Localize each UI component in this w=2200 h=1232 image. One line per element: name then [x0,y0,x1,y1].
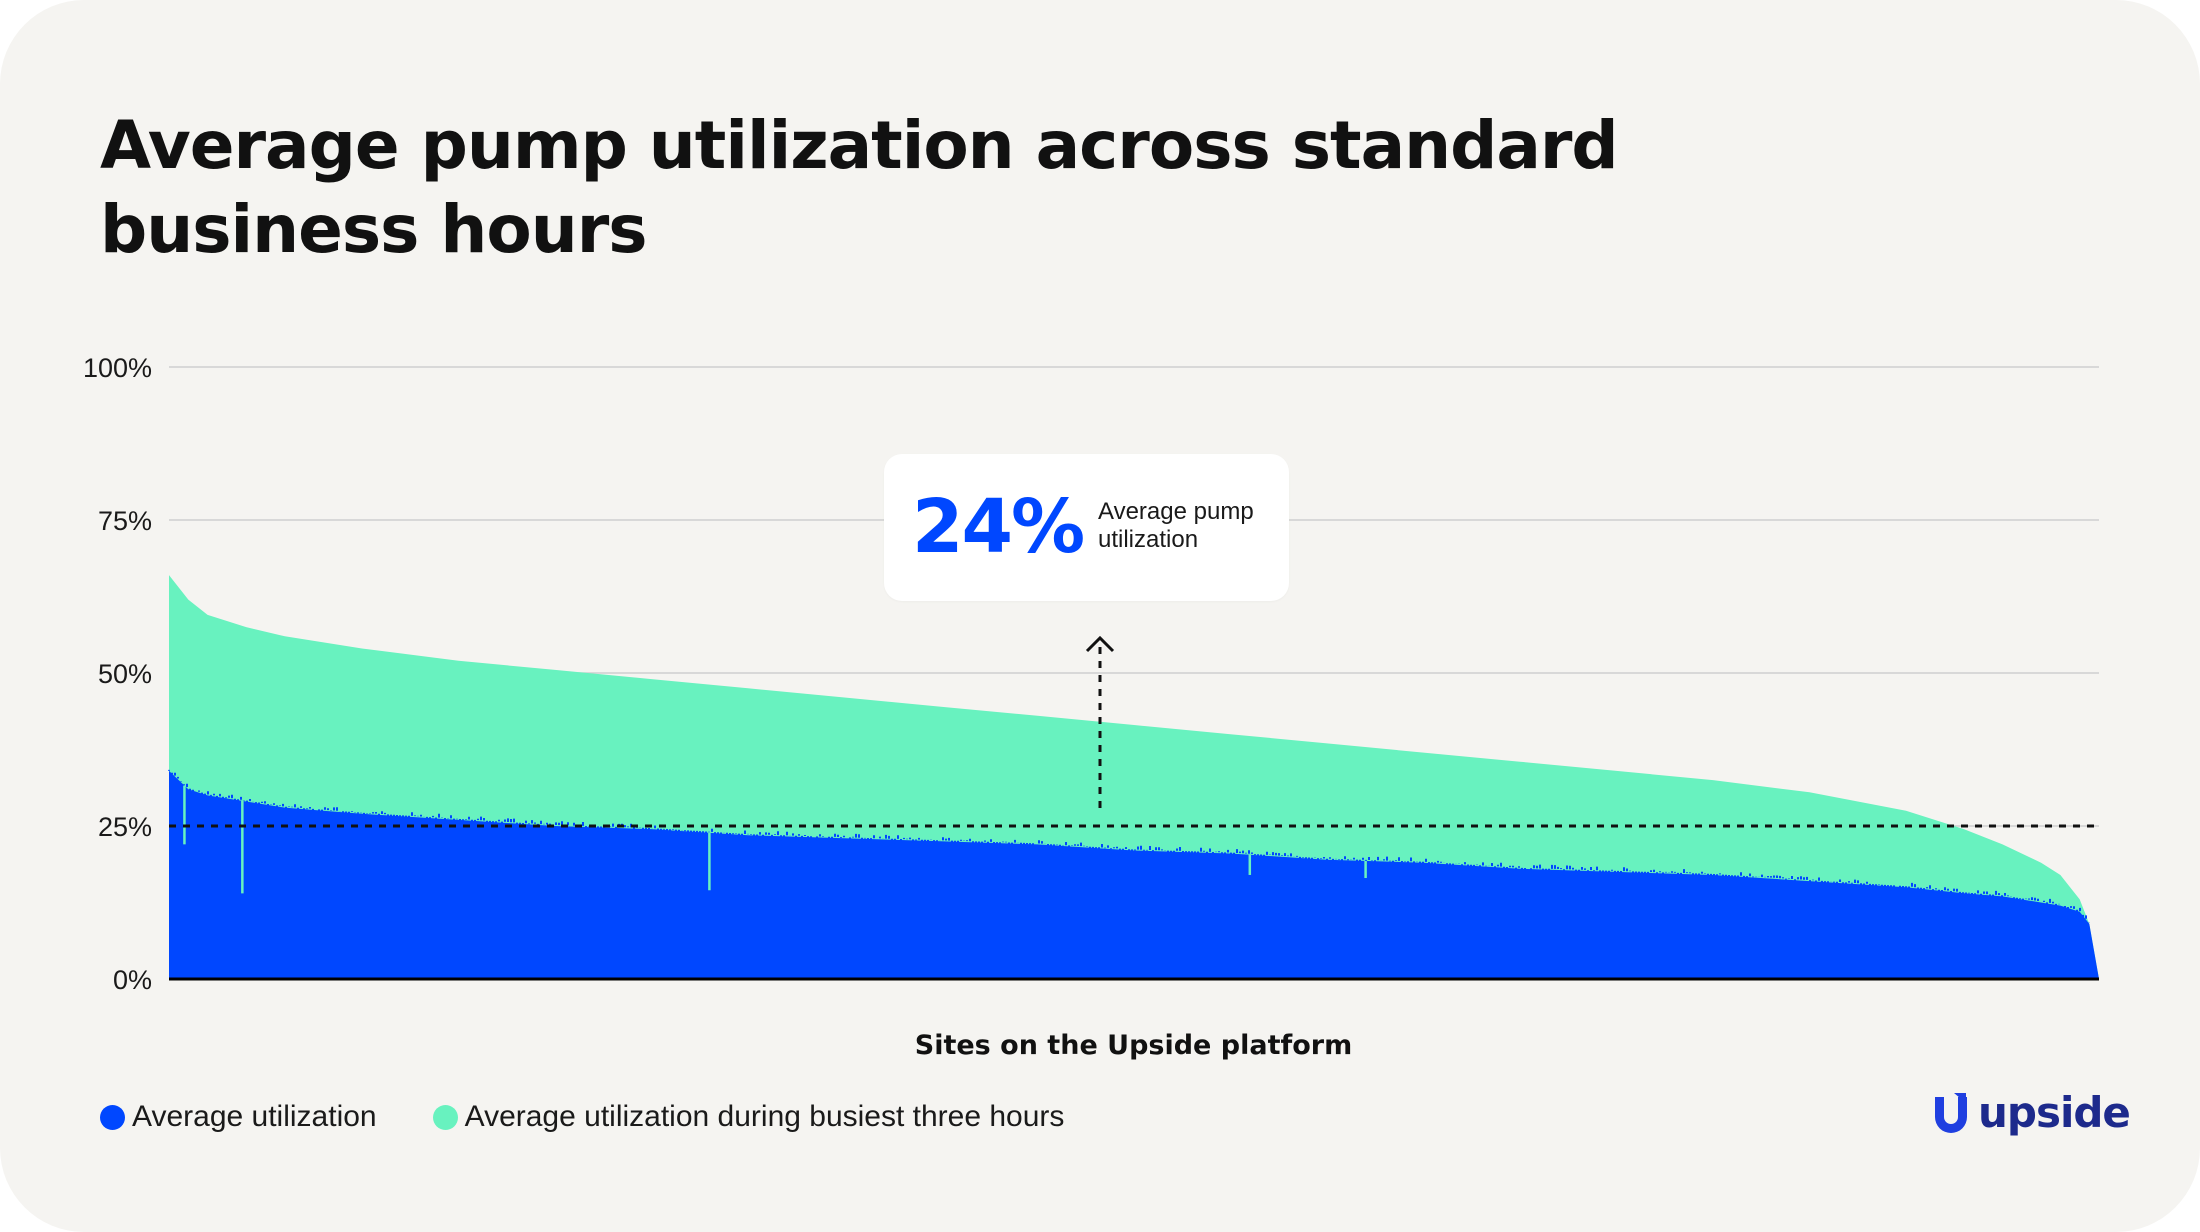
y-tick-label: 100% [83,353,152,383]
callout-box: 24% Average pump utilization [884,454,1289,601]
callout-value: 24% [912,484,1085,570]
x-axis-label: Sites on the Upside platform [914,1030,1353,1061]
legend-item-average: Average utilization [100,1100,377,1134]
chart-title: Average pump utilization across standard… [100,107,1619,268]
legend-swatch-average [100,1104,125,1130]
annotations [169,635,2099,828]
legend-item-busiest: Average utilization during busiest three… [432,1100,1065,1134]
upside-logo-icon [1935,1092,1967,1133]
callout-arrow-head [1085,635,1115,653]
y-tick-label: 75% [98,506,152,536]
legend: Average utilization Average utilization … [100,1100,1120,1134]
data-areas [169,575,2099,979]
brand-name: upside [1978,1088,2131,1137]
legend-label-busiest: Average utilization during busiest three… [464,1100,1065,1133]
brand-logo: upside [1932,1088,2131,1137]
y-tick-label: 0% [113,965,152,995]
y-tick-label: 25% [98,812,152,842]
series-area-average [169,770,2099,979]
legend-swatch-busiest [432,1104,458,1130]
legend-label-average: Average utilization [132,1100,377,1133]
callout-description: Average pump utilization [1098,498,1254,553]
y-tick-label: 50% [98,659,152,689]
data-spikes [168,769,2090,923]
